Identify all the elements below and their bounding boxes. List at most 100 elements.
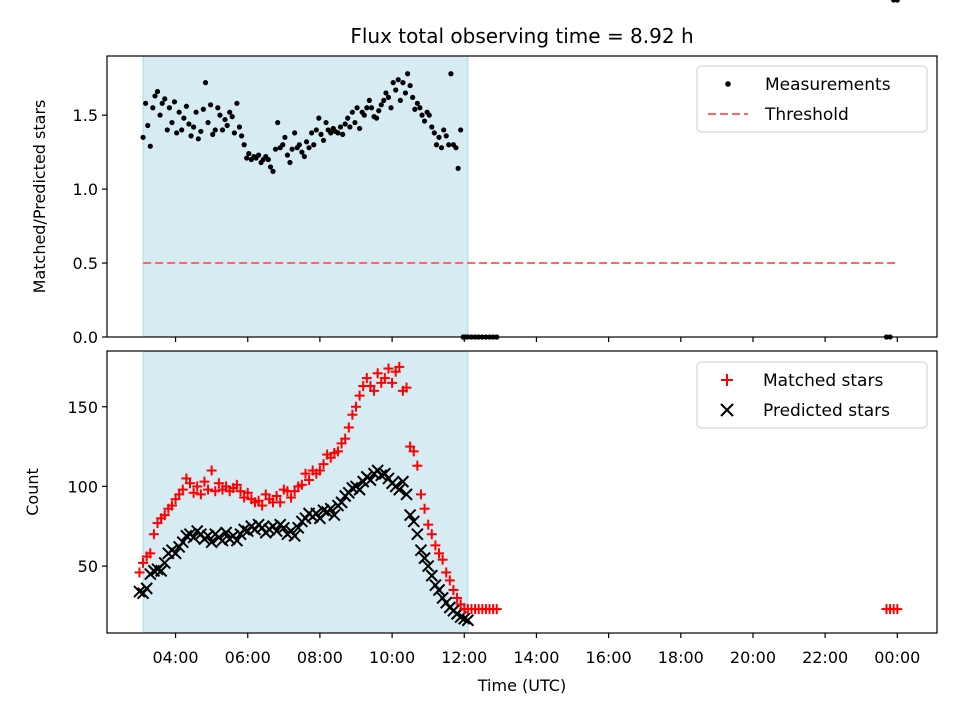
top-x-ticks <box>174 337 898 342</box>
matched-star-point <box>448 584 459 595</box>
measurement-point <box>244 155 250 161</box>
predicted-star-point <box>216 534 229 547</box>
matched-star-point <box>351 401 361 412</box>
top-y-axis-label: Matched/Predicted stars <box>30 100 49 294</box>
x-tick-label: 08:00 <box>297 648 343 667</box>
measurement-point <box>227 109 233 115</box>
measurement-point <box>316 115 322 121</box>
bottom-legend: Matched stars Predicted stars <box>696 361 928 429</box>
top-observing-span <box>142 55 469 338</box>
measurement-point <box>241 142 247 148</box>
x-tick-label: 18:00 <box>658 648 704 667</box>
measurement-point <box>222 116 228 123</box>
predicted-star-point <box>158 556 171 570</box>
bottom-panel: 50 100 150 04:00 06:00 08:00 10:00 12:00 14:00 1… <box>23 350 938 695</box>
measurement-point <box>287 159 293 166</box>
measurement-point <box>320 137 327 143</box>
measurement-point <box>296 142 302 148</box>
measurement-point <box>162 96 168 102</box>
measurements-series <box>140 0 900 340</box>
measurement-point <box>280 142 286 148</box>
legend-predicted-label: Predicted stars <box>763 401 890 421</box>
matched-star-point <box>199 476 210 487</box>
top-y-tick-label: 0.0 <box>73 328 98 347</box>
measurement-point <box>311 142 317 148</box>
predicted-star-point <box>169 547 182 560</box>
measurement-point <box>166 105 173 111</box>
predicted-star-point <box>411 528 424 541</box>
matched-star-point <box>275 497 286 508</box>
measurement-point <box>234 100 240 106</box>
bottom-y-axis: 50 100 150 <box>67 398 107 576</box>
matched-star-point <box>444 575 455 586</box>
matched-star-point <box>304 475 315 486</box>
measurement-point <box>455 165 461 171</box>
top-legend-box <box>696 65 928 133</box>
predicted-star-point <box>393 483 406 496</box>
predicted-star-point <box>201 529 215 543</box>
measurement-point <box>150 105 156 111</box>
measurement-point <box>443 133 449 139</box>
measurement-point <box>195 136 201 142</box>
matched-star-point <box>188 487 199 498</box>
predicted-star-point <box>400 488 413 501</box>
matched-stars-series <box>134 361 903 615</box>
measurement-point <box>143 100 149 106</box>
predicted-star-point <box>324 502 337 515</box>
x-tick-label: 16:00 <box>586 648 632 667</box>
legend-measurements-label: Measurements <box>765 75 891 95</box>
predicted-star-point <box>230 534 244 547</box>
predicted-star-point <box>154 564 168 578</box>
measurement-point <box>390 80 396 86</box>
measurement-point <box>171 99 178 105</box>
measurement-point <box>181 115 187 121</box>
measurement-point <box>345 115 351 121</box>
matched-star-point <box>452 592 463 603</box>
matched-star-point <box>296 479 307 490</box>
matched-star-point <box>203 484 214 495</box>
measurement-point <box>376 108 382 114</box>
bottom-y-tick-label: 100 <box>67 477 98 496</box>
matched-star-point <box>892 604 903 615</box>
measurement-point <box>357 125 363 132</box>
measurement-point <box>265 156 271 163</box>
measurement-point <box>140 134 146 140</box>
matched-star-point <box>159 510 170 521</box>
measurement-point <box>383 90 389 96</box>
matched-star-point <box>412 460 423 471</box>
measurement-point <box>174 130 180 136</box>
predicted-star-point <box>277 521 291 535</box>
measurement-point <box>378 102 384 108</box>
measurement-point <box>301 153 307 160</box>
legend-matched-marker <box>721 374 733 386</box>
predicted-star-point <box>425 569 438 582</box>
measurement-point <box>205 119 211 126</box>
measurement-point <box>366 97 372 103</box>
predicted-star-point <box>180 529 193 543</box>
chart-title: Flux total observing time = 8.92 h <box>350 24 693 48</box>
matched-star-point <box>354 390 365 401</box>
predicted-star-point <box>458 612 471 625</box>
predicted-star-point <box>133 585 146 598</box>
measurement-point <box>458 127 464 133</box>
measurement-point <box>186 121 192 127</box>
predicted-star-point <box>292 521 305 535</box>
matched-star-point <box>210 486 221 497</box>
measurement-point <box>429 124 435 130</box>
matched-star-point <box>383 363 394 374</box>
measurement-point <box>410 94 416 101</box>
matched-star-point <box>369 385 380 396</box>
measurement-point <box>229 114 235 120</box>
measurement-point <box>231 130 237 136</box>
predicted-star-point <box>219 526 233 539</box>
predicted-star-point <box>421 559 435 573</box>
predicted-star-point <box>418 551 431 565</box>
measurement-point <box>438 145 445 151</box>
measurement-point <box>152 93 158 99</box>
measurement-point <box>219 127 226 133</box>
measurement-point <box>267 164 274 170</box>
predicted-star-point <box>353 483 366 496</box>
matched-star-point <box>145 548 156 559</box>
measurement-point <box>215 105 221 111</box>
measurement-point <box>246 151 252 157</box>
